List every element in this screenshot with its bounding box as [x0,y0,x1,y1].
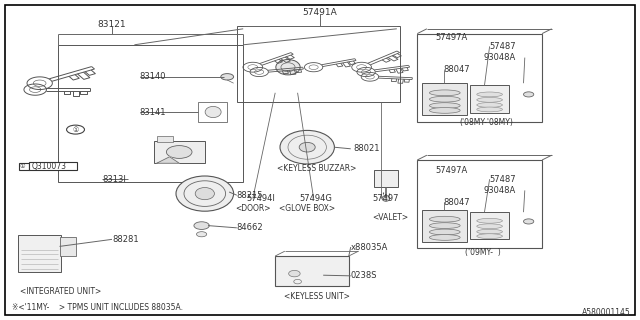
Text: ('08MY-'08MY): ('08MY-'08MY) [460,118,513,127]
Text: Q310073: Q310073 [31,162,67,171]
Bar [198,102,227,122]
Text: 83140: 83140 [140,72,166,81]
Text: 88021: 88021 [353,144,380,153]
Ellipse shape [429,90,460,96]
Text: 83141: 83141 [140,108,166,116]
Bar [18,235,61,272]
Text: ※<'11MY-    > TPMS UNIT INCLUDES 88035A.: ※<'11MY- > TPMS UNIT INCLUDES 88035A. [12,303,182,312]
Circle shape [524,92,534,97]
Ellipse shape [429,229,460,235]
Ellipse shape [429,235,460,240]
Text: 93048A: 93048A [483,186,515,195]
Text: 0238S: 0238S [351,271,377,280]
Text: 57491A: 57491A [303,8,337,17]
Ellipse shape [276,60,300,75]
Text: 57487: 57487 [490,42,516,51]
Text: x88035A: x88035A [351,243,388,252]
Text: <DOOR>: <DOOR> [235,204,271,213]
Text: <VALET>: <VALET> [372,213,408,222]
Circle shape [194,222,209,229]
Bar [19,163,29,170]
Ellipse shape [429,103,460,108]
Ellipse shape [429,223,460,228]
Circle shape [196,232,207,237]
Text: 57497: 57497 [372,194,399,203]
Text: 88047: 88047 [444,198,470,207]
Text: 88215: 88215 [237,191,263,200]
Text: 83121: 83121 [98,20,126,28]
Circle shape [524,219,534,224]
Ellipse shape [477,98,502,102]
Ellipse shape [300,142,315,152]
Ellipse shape [429,96,460,102]
Ellipse shape [477,224,502,229]
Bar [154,141,205,163]
Circle shape [221,74,234,80]
Ellipse shape [477,107,502,112]
Bar [374,170,398,187]
Text: A580001145: A580001145 [582,308,630,317]
Ellipse shape [289,270,300,277]
Text: 57497A: 57497A [435,166,467,175]
Bar [417,34,542,122]
Bar [29,162,77,170]
Ellipse shape [477,234,502,239]
Text: 93048A: 93048A [483,53,515,62]
Text: ①: ① [72,127,79,132]
Bar [58,45,243,182]
Text: 8313I: 8313I [102,175,126,184]
Polygon shape [157,157,179,163]
Ellipse shape [477,229,502,234]
Bar [60,237,76,256]
Bar [470,85,509,113]
Text: 57494G: 57494G [300,194,332,203]
Bar [275,256,349,286]
Text: 84662: 84662 [237,223,264,232]
Text: 57494I: 57494I [246,194,275,203]
Ellipse shape [166,146,192,158]
Text: <KEYLESS UNIT>: <KEYLESS UNIT> [284,292,349,301]
Ellipse shape [477,102,502,108]
Text: 57497A: 57497A [435,33,467,42]
Ellipse shape [382,196,390,201]
Text: 88281: 88281 [112,235,139,244]
Bar [417,160,542,248]
Ellipse shape [477,92,502,97]
Text: <GLOVE BOX>: <GLOVE BOX> [279,204,335,213]
Bar [237,26,400,102]
Bar [470,212,509,239]
Ellipse shape [280,131,334,164]
Ellipse shape [477,218,502,223]
Bar [422,210,467,242]
Ellipse shape [176,176,234,211]
Text: 88047: 88047 [444,65,470,74]
Text: <INTEGRATED UNIT>: <INTEGRATED UNIT> [20,287,101,296]
Bar [157,136,173,142]
Text: ①: ① [19,164,25,169]
Ellipse shape [429,108,460,113]
Ellipse shape [205,106,221,118]
Text: <KEYLESS BUZZAR>: <KEYLESS BUZZAR> [277,164,356,172]
Ellipse shape [195,188,214,200]
Text: 57487: 57487 [490,175,516,184]
Bar [422,83,467,115]
Text: ('09MY-  ): ('09MY- ) [465,248,501,257]
Ellipse shape [429,216,460,222]
